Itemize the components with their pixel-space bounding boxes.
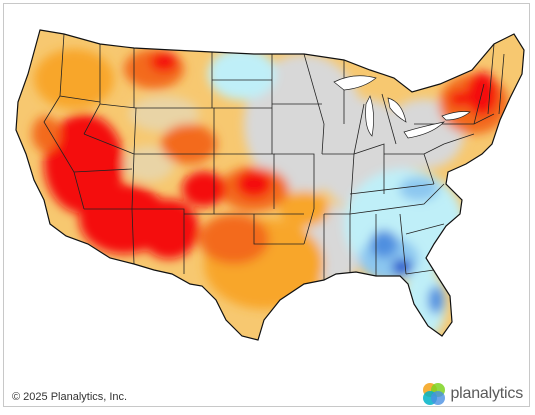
map-frame [3,3,530,407]
state-borders [43,33,505,280]
temperature-anomaly-fill [16,30,524,340]
great-lakes [333,75,471,139]
planalytics-mark-icon [423,383,446,405]
planalytics-logo: planalytics [421,381,523,407]
logo-wordmark: planalytics [450,385,523,402]
us-temperature-map [15,29,525,341]
us-outline [15,29,525,341]
copyright-text: © 2025 Planalytics, Inc. [12,391,128,403]
